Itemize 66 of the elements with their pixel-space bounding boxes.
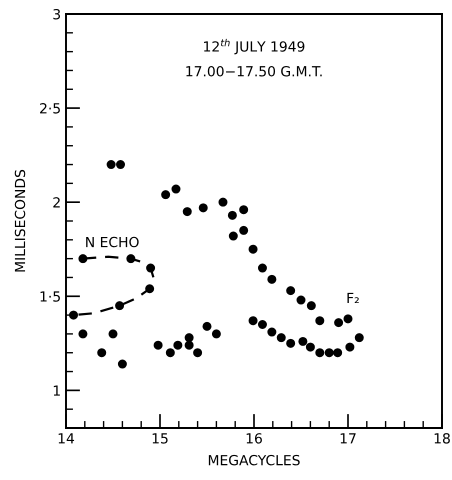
x-tick-label: 15: [152, 433, 168, 444]
point: [306, 301, 316, 310]
y-tick-label: 2·5: [40, 103, 60, 114]
point: [324, 348, 334, 358]
text: 17.00−17.50 G.M.T.: [186, 66, 322, 76]
point: [239, 205, 248, 214]
point: [333, 348, 342, 358]
point: [69, 310, 78, 320]
annotation: N ECHO: [86, 236, 139, 248]
point: [202, 322, 212, 331]
point: [334, 318, 344, 328]
point: [228, 232, 238, 241]
point: [108, 329, 118, 338]
point: [354, 333, 364, 342]
x-tick-label: 18: [434, 433, 450, 444]
point: [344, 314, 352, 324]
point: [161, 190, 170, 200]
point: [126, 254, 136, 264]
x-tick-label: 16: [246, 433, 262, 444]
point: [286, 338, 296, 348]
point: [193, 348, 202, 358]
y-tick-label: 1·5: [40, 291, 60, 302]
point: [315, 316, 324, 326]
point: [248, 316, 258, 326]
point: [106, 160, 116, 170]
x-tick-label: 17: [340, 433, 356, 444]
point: [166, 348, 175, 358]
point: [345, 342, 354, 352]
point: [184, 340, 194, 350]
x-tick-label: 14: [58, 433, 74, 444]
text: 12$^{th}$ JULY 1949: [204, 38, 304, 54]
point: [116, 160, 126, 170]
point: [306, 342, 315, 352]
point: [78, 254, 88, 264]
point: [298, 336, 308, 346]
point: [97, 348, 106, 358]
point: [118, 360, 127, 369]
point: [267, 274, 276, 284]
point: [171, 184, 180, 194]
point: [258, 320, 267, 329]
point: [145, 284, 154, 294]
y-tick-label: 2: [53, 197, 60, 208]
point: [182, 207, 192, 216]
point: [286, 286, 296, 296]
y-tick-label: 3: [53, 8, 60, 20]
annotation: F₂: [347, 292, 359, 304]
point: [248, 244, 258, 254]
point: [315, 348, 324, 358]
point: [173, 340, 182, 350]
point: [146, 264, 156, 273]
point: [228, 210, 237, 220]
point: [184, 333, 194, 342]
y-tick-label: 1: [54, 386, 60, 396]
y-axis-title: MILLISECONDS: [14, 170, 26, 272]
point: [115, 301, 124, 310]
point: [296, 296, 306, 305]
point: [276, 333, 286, 342]
point: [212, 329, 221, 338]
point: [239, 226, 248, 235]
point: [154, 340, 163, 350]
x-axis-title: MEGACYCLES: [208, 454, 300, 466]
point: [218, 198, 228, 207]
point: [198, 203, 208, 212]
point: [78, 329, 88, 338]
point: [258, 264, 267, 273]
point: [267, 328, 276, 337]
